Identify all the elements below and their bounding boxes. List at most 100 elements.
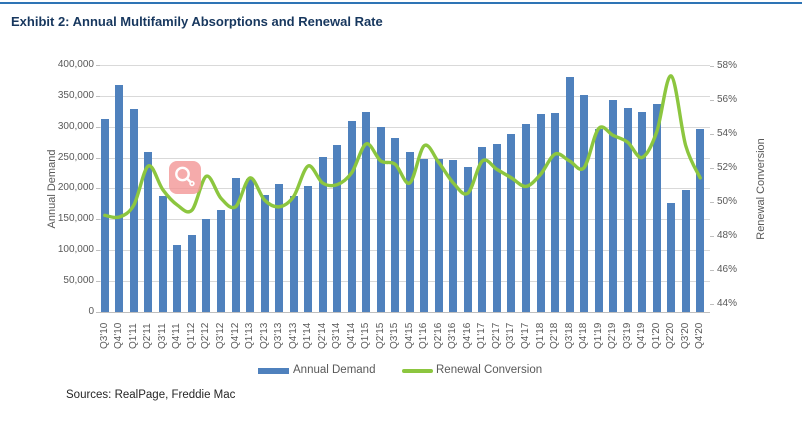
x-tick-label: Q3'17 <box>505 322 517 349</box>
bar-Q4'10 <box>115 84 124 312</box>
x-tick-label: Q4'14 <box>345 322 357 349</box>
gridline <box>100 95 710 97</box>
x-tick-label: Q1'18 <box>534 322 546 349</box>
right-axis-tick <box>710 167 714 169</box>
magnifier-cursor-overlay <box>169 161 201 194</box>
x-tick-label: Q1'17 <box>476 322 488 349</box>
x-tick-label: Q2'14 <box>316 322 328 349</box>
y-tick-label-left: 300,000 <box>57 120 94 132</box>
right-axis-tick <box>710 235 714 237</box>
x-tick-label: Q4'10 <box>113 322 125 349</box>
x-tick-label: Q1'11 <box>127 323 139 349</box>
x-tick-label: Q4'13 <box>287 322 299 349</box>
y-tick-label-left: 400,000 <box>57 59 94 70</box>
bar-Q2'16 <box>434 158 443 312</box>
right-axis-tick <box>710 269 714 271</box>
y-tick-label-right: 50% <box>717 195 738 207</box>
x-tick-label: Q1'12 <box>185 322 197 349</box>
gridline <box>100 65 710 66</box>
x-tick-label: Q1'13 <box>244 322 255 349</box>
x-tick-label: Q3'19 <box>621 322 633 349</box>
bar-Q3'16 <box>449 160 458 312</box>
y-tick-label-right: 48% <box>717 229 738 241</box>
bar-Q1'17 <box>478 147 487 312</box>
x-tick-label: Q1'20 <box>650 322 662 349</box>
exhibit-title: Exhibit 2: Annual Multifamily Absorption… <box>11 14 383 29</box>
x-tick-label: Q3'15 <box>389 322 401 349</box>
x-tick-label: Q3'10 <box>98 322 110 349</box>
x-tick-label: Q2'18 <box>549 322 560 349</box>
legend-swatch-annual-demand <box>258 368 289 374</box>
x-tick-label: Q4'18 <box>578 322 589 349</box>
right-axis-tick <box>710 65 714 67</box>
legend-swatch-renewal-conversion <box>402 369 433 373</box>
x-tick-label: Q2'12 <box>200 322 212 349</box>
bar-Q2'18 <box>551 112 559 312</box>
y-tick-label-right: 54% <box>717 127 738 139</box>
x-tick-label: Q3'13 <box>273 322 284 349</box>
right-axis-tick <box>710 99 714 101</box>
legend-label-annual-demand: Annual Demand <box>293 364 376 376</box>
gridline <box>100 311 710 313</box>
top-rule <box>0 2 802 4</box>
x-tick-label: Q4'11 <box>171 323 183 349</box>
x-tick-label: Q4'19 <box>636 322 648 349</box>
x-tick-label: Q3'12 <box>215 322 226 349</box>
x-tick-label: Q1'14 <box>302 322 314 349</box>
x-tick-label: Q2'19 <box>607 322 619 349</box>
y-tick-label-left: 250,000 <box>57 151 94 163</box>
y-tick-label-left: 50,000 <box>63 274 94 286</box>
x-tick-label: Q2'11 <box>142 323 154 349</box>
bar-Q2'12 <box>202 219 211 312</box>
y-tick-label-left: 100,000 <box>57 244 94 256</box>
left-axis-tick <box>96 219 100 221</box>
left-axis-tick <box>96 188 100 190</box>
magnifier-icon <box>175 166 195 187</box>
x-tick-label: Q3'18 <box>563 322 575 349</box>
y-tick-label-right: 58% <box>717 59 738 71</box>
gridline <box>100 126 710 128</box>
bar-Q4'13 <box>289 195 298 312</box>
x-tick-label: Q4'15 <box>403 322 415 349</box>
gridline <box>100 219 710 221</box>
bar-Q3'11 <box>158 196 167 312</box>
y-tick-label-right: 46% <box>717 263 738 275</box>
y-tick-label-left: 200,000 <box>57 182 94 194</box>
y-tick-label-right: 44% <box>717 297 738 309</box>
bar-Q4'17 <box>522 123 530 312</box>
gridline <box>100 280 710 282</box>
bar-Q3'19 <box>623 107 632 312</box>
x-tick-label: Q4'16 <box>461 322 473 349</box>
bar-Q2'20 <box>667 202 676 312</box>
bar-Q4'16 <box>463 166 472 312</box>
bar-Q1'20 <box>652 103 661 312</box>
x-tick-label: Q4'20 <box>694 322 706 349</box>
bar-Q4'12 <box>231 177 240 312</box>
x-tick-label: Q3'16 <box>447 322 459 349</box>
bar-Q3'17 <box>507 134 516 312</box>
bar-Q2'15 <box>376 126 385 312</box>
bar-Q2'19 <box>609 100 618 312</box>
bar-Q2'17 <box>492 143 501 312</box>
x-tick-label: Q3'14 <box>331 322 343 349</box>
bar-Q4'15 <box>405 152 414 312</box>
x-tick-label: Q2'17 <box>490 322 502 349</box>
bar-Q2'11 <box>144 152 153 312</box>
left-axis-tick <box>96 311 100 313</box>
bar-Q1'13 <box>246 178 254 312</box>
bar-Q3'12 <box>217 209 225 312</box>
x-tick-label: Q1'16 <box>418 322 430 349</box>
bar-Q2'13 <box>260 194 269 312</box>
bar-Q3'18 <box>565 76 574 312</box>
bar-Q3'10 <box>100 119 109 312</box>
bar-Q1'15 <box>362 111 371 312</box>
sources-note: Sources: RealPage, Freddie Mac <box>66 389 236 401</box>
y-tick-label-left: 0 <box>88 305 94 317</box>
left-axis-tick <box>96 250 100 252</box>
right-axis-title: Renewal Conversion <box>755 138 767 240</box>
y-tick-label-left: 350,000 <box>57 89 94 101</box>
x-tick-label: Q4'17 <box>520 322 531 349</box>
right-axis-tick <box>710 133 714 135</box>
x-tick-label: Q3'20 <box>679 322 691 349</box>
